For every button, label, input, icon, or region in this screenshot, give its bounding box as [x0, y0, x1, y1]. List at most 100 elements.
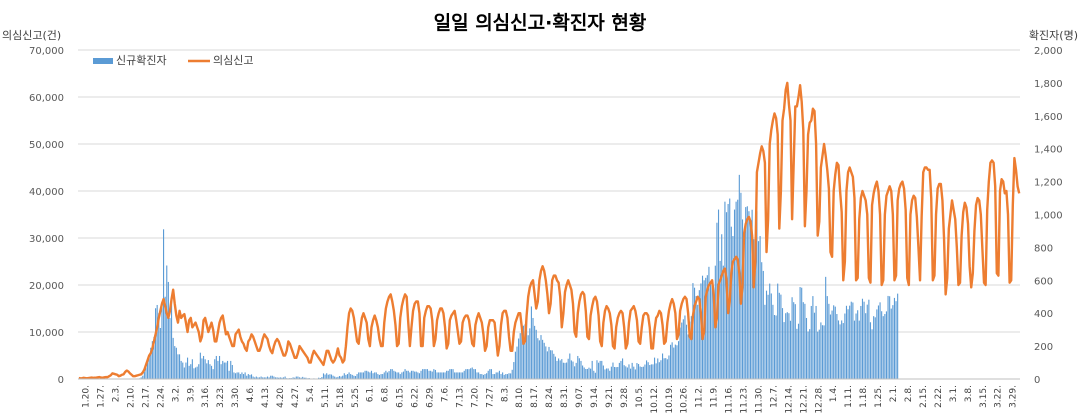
bar	[352, 375, 353, 379]
x-tick-label: 2.3.	[112, 385, 122, 402]
bar	[419, 373, 420, 379]
bar	[635, 369, 636, 379]
bar	[787, 312, 788, 379]
bar	[185, 363, 186, 379]
bar	[652, 364, 653, 379]
y-right-tick-label: 1,200	[1034, 178, 1063, 189]
bar	[409, 372, 410, 379]
bar	[854, 321, 855, 379]
bar	[817, 332, 818, 379]
bar	[177, 354, 178, 379]
bar	[803, 302, 804, 379]
bar	[584, 367, 585, 379]
bar	[555, 357, 556, 379]
bar	[864, 302, 865, 379]
x-tick-label: 4.27.	[291, 385, 301, 408]
bar	[193, 368, 194, 379]
bar	[606, 368, 607, 379]
bar	[499, 371, 500, 379]
bar	[433, 369, 434, 379]
bar	[638, 364, 639, 379]
x-tick-label: 5.18.	[336, 385, 346, 408]
bar	[475, 369, 476, 379]
bar	[149, 358, 150, 379]
bar	[868, 300, 869, 379]
bar	[500, 374, 501, 379]
bar	[721, 234, 722, 379]
bar	[582, 366, 583, 379]
bar	[672, 342, 673, 379]
y-right-axis-title: 확진자(명)	[1029, 29, 1078, 42]
y-right-tick-label: 1,800	[1034, 79, 1063, 90]
bar	[611, 367, 612, 379]
x-tick-label: 9.21.	[605, 385, 615, 408]
bar	[365, 371, 366, 379]
bar	[478, 372, 479, 379]
bar	[328, 375, 329, 379]
x-tick-label: 7.27.	[485, 385, 495, 408]
bar	[768, 295, 769, 379]
bar	[251, 374, 252, 379]
bar	[444, 372, 445, 379]
bar	[571, 360, 572, 379]
bar	[400, 374, 401, 379]
y-left-tick-label: 0	[58, 375, 64, 386]
bar	[881, 311, 882, 379]
bar	[830, 315, 831, 379]
bar	[483, 375, 484, 379]
bar	[229, 371, 230, 379]
bar	[406, 371, 407, 379]
bar	[609, 371, 610, 379]
bar	[379, 375, 380, 379]
bar	[748, 211, 749, 379]
bar	[222, 361, 223, 379]
bar	[540, 335, 541, 379]
bar	[449, 369, 450, 379]
bar	[417, 372, 418, 379]
bar	[566, 363, 567, 379]
bar	[505, 374, 506, 379]
bar	[816, 306, 817, 379]
bar	[886, 311, 887, 379]
bar	[230, 361, 231, 379]
bar	[323, 373, 324, 379]
bar	[643, 367, 644, 379]
x-tick-label: 3.15.	[979, 385, 989, 408]
x-tick-label: 3.16.	[201, 385, 211, 408]
bar	[887, 296, 888, 379]
bar	[357, 374, 358, 379]
y-left-tick-label: 10,000	[29, 328, 64, 339]
bar	[644, 365, 645, 379]
bar	[507, 374, 508, 379]
bar	[512, 370, 513, 379]
bar	[358, 372, 359, 379]
bar	[780, 295, 781, 379]
bar	[838, 320, 839, 379]
x-tick-label: 10.19.	[665, 385, 675, 414]
bar	[422, 369, 423, 379]
x-tick-label: 3.30.	[231, 385, 241, 408]
bar	[814, 313, 815, 379]
bar	[617, 367, 618, 379]
bar	[427, 369, 428, 379]
bar	[412, 371, 413, 379]
bar	[628, 364, 629, 379]
bar	[227, 361, 228, 379]
bar	[430, 371, 431, 379]
x-tick-label: 10.26.	[680, 385, 690, 414]
bar	[548, 347, 549, 379]
bar	[467, 369, 468, 379]
bar	[569, 354, 570, 379]
bar	[488, 371, 489, 379]
bar	[448, 371, 449, 379]
bar	[190, 364, 191, 379]
bar	[641, 367, 642, 379]
bar	[579, 358, 580, 379]
bar	[766, 291, 767, 379]
y-right-tick-label: 1,000	[1034, 211, 1063, 222]
bar	[670, 345, 671, 379]
x-tick-label: 8.10.	[515, 385, 525, 408]
x-tick-label: 3.2.	[171, 385, 181, 402]
bar	[492, 374, 493, 379]
x-tick-label: 1.11.	[844, 385, 854, 408]
